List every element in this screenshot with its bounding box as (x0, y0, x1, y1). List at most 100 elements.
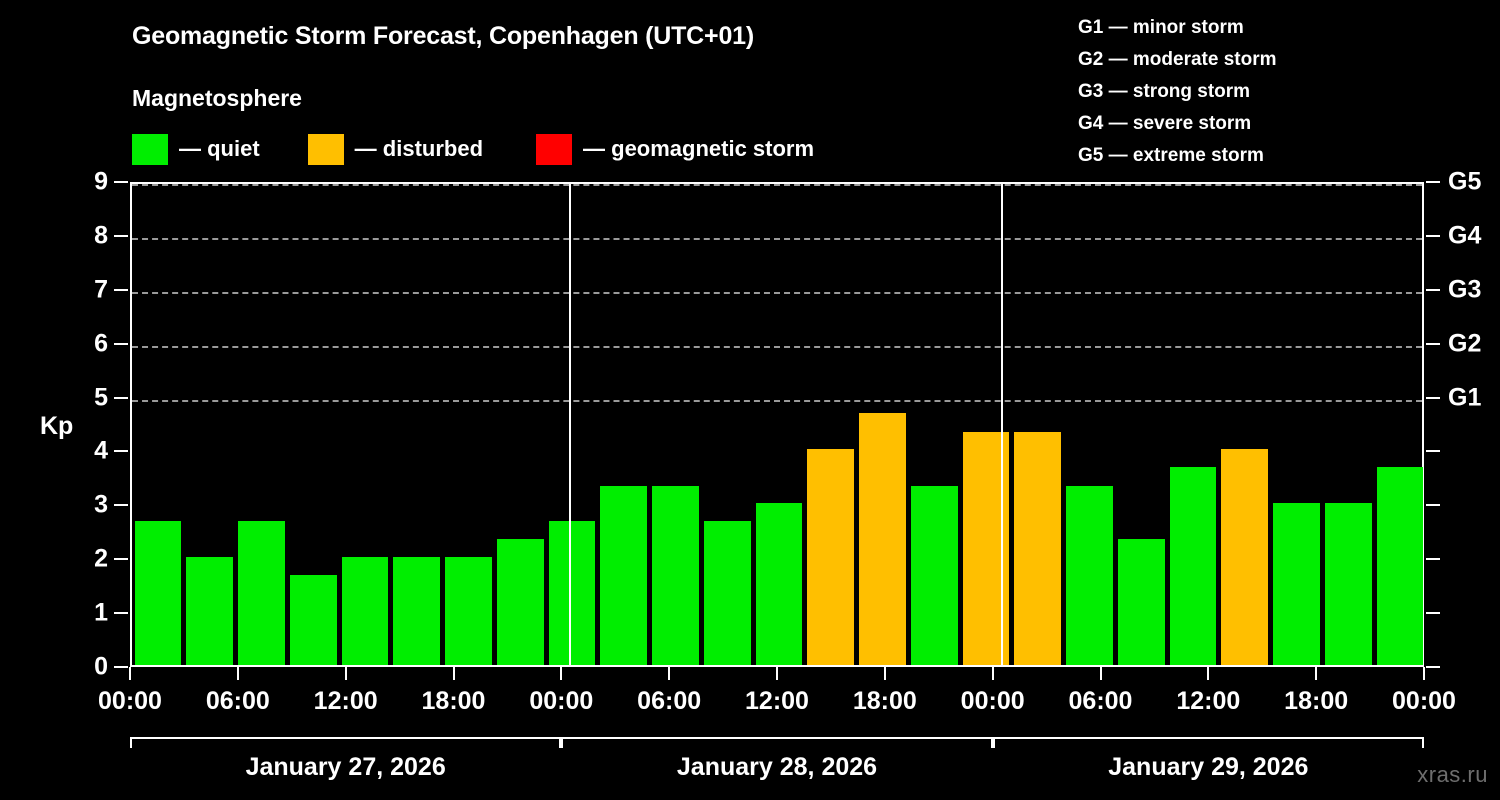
bar (910, 485, 958, 665)
bar (134, 521, 182, 665)
bar (1221, 449, 1269, 665)
right-tick-mark-kp-5 (1426, 396, 1440, 399)
bar (186, 557, 233, 665)
x-tick-label-8: 00:00 (960, 687, 1025, 715)
x-tick-label-11: 18:00 (1284, 687, 1349, 715)
bar (1066, 485, 1113, 665)
y-tick-label-5: 5 (94, 383, 108, 412)
y-tick-mark-8 (114, 234, 128, 237)
g-scale-item-g2: G2 — moderate storm (1078, 49, 1277, 70)
right-tick-mark-kp-3 (1426, 504, 1440, 507)
x-tick-mark-5 (668, 667, 671, 680)
gridline-kp-8 (132, 237, 1422, 240)
bar (393, 557, 441, 665)
x-tick-label-5: 06:00 (637, 687, 702, 715)
x-tick-label-1: 06:00 (205, 687, 270, 715)
magnetosphere-subtitle: Magnetosphere (132, 85, 302, 111)
y-tick-mark-6 (114, 342, 128, 345)
date-label-3: January 29, 2026 (1108, 753, 1309, 781)
bar (1324, 503, 1372, 665)
x-tick-mark-6 (776, 667, 778, 680)
gridline-kp-9 (132, 184, 1422, 186)
x-tick-label-0: 00:00 (98, 687, 162, 715)
x-tick-mark-9 (1099, 667, 1102, 680)
x-tick-label-10: 12:00 (1176, 687, 1241, 715)
day-separator-2 (1001, 184, 1003, 665)
bar (445, 557, 492, 665)
g-tick-label-g4: G4 (1448, 221, 1482, 250)
right-tick-mark-kp-0 (1426, 666, 1440, 668)
y-tick-label-3: 3 (94, 490, 108, 519)
y-tick-mark-2 (114, 558, 128, 561)
g-scale-item-g5: G5 — extreme storm (1078, 145, 1264, 166)
x-tick-mark-0 (129, 667, 131, 680)
storm-swatch-icon (536, 133, 573, 165)
date-bracket-3 (992, 737, 1424, 748)
g-scale-item-g1: G1 — minor storm (1078, 17, 1244, 38)
bar (859, 413, 906, 665)
right-tick-mark-kp-7 (1426, 288, 1440, 291)
x-tick-mark-4 (560, 667, 563, 680)
y-tick-label-6: 6 (94, 329, 108, 358)
x-tick-mark-7 (883, 667, 886, 680)
day-separator-1 (569, 184, 571, 665)
y-tick-label-1: 1 (94, 598, 108, 627)
y-tick-mark-1 (114, 612, 128, 615)
x-tick-label-6: 12:00 (745, 687, 809, 715)
x-tick-mark-12 (1423, 667, 1425, 680)
bar (548, 521, 596, 665)
y-tick-label-2: 2 (94, 544, 108, 573)
bar (755, 503, 803, 665)
color-legend: — quiet — disturbed — geomagnetic storm (132, 133, 814, 165)
right-tick-mark-kp-9 (1426, 181, 1440, 183)
g-scale-legend: G1 — minor storm G2 — moderate storm G3 … (1078, 12, 1277, 172)
y-tick-label-8: 8 (94, 221, 108, 250)
x-tick-label-7: 18:00 (852, 687, 917, 715)
legend-item-storm: — geomagnetic storm (536, 133, 814, 165)
x-tick-label-3: 18:00 (421, 687, 486, 715)
x-tick-label-9: 06:00 (1068, 687, 1133, 715)
x-tick-mark-3 (452, 667, 455, 680)
bar (1273, 503, 1320, 665)
legend-item-quiet: — quiet (132, 133, 260, 165)
right-tick-mark-kp-8 (1426, 234, 1440, 237)
bar (807, 449, 855, 665)
legend-label-quiet: — quiet (179, 136, 260, 161)
bar (652, 485, 699, 665)
y-tick-mark-7 (114, 288, 128, 291)
watermark: xras.ru (1417, 762, 1488, 787)
date-label-2: January 28, 2026 (676, 753, 878, 781)
g-tick-label-g3: G3 (1448, 275, 1482, 304)
x-tick-mark-10 (1207, 667, 1210, 680)
disturbed-swatch-icon (307, 133, 344, 165)
y-tick-label-7: 7 (94, 275, 108, 304)
right-tick-mark-kp-6 (1426, 342, 1440, 345)
date-bracket-1 (130, 737, 562, 748)
x-tick-label-12: 00:00 (1392, 687, 1456, 715)
date-bracket-2 (561, 737, 993, 748)
date-label-1: January 27, 2026 (245, 753, 446, 781)
y-tick-mark-4 (114, 450, 128, 453)
bar (238, 521, 285, 665)
bar (600, 485, 648, 665)
bar (1117, 539, 1165, 665)
legend-item-disturbed: — disturbed (307, 133, 483, 165)
y-tick-label-4: 4 (94, 436, 108, 465)
x-tick-label-4: 00:00 (529, 687, 594, 715)
bar (496, 539, 544, 665)
bar (1169, 467, 1217, 665)
y-tick-mark-9 (114, 181, 128, 183)
x-tick-mark-1 (236, 667, 239, 680)
bar (1376, 467, 1424, 665)
quiet-swatch-icon (132, 133, 168, 165)
y-axis-title: Kp (40, 412, 74, 440)
g-scale-item-g3: G3 — strong storm (1078, 81, 1251, 102)
y-tick-label-9: 9 (94, 167, 108, 196)
right-tick-mark-kp-2 (1426, 558, 1440, 561)
g-tick-label-g1: G1 (1448, 383, 1482, 412)
right-tick-mark-kp-4 (1426, 450, 1440, 453)
g-tick-label-g2: G2 (1448, 329, 1482, 358)
x-tick-label-2: 12:00 (313, 687, 378, 715)
y-tick-label-0: 0 (94, 652, 108, 681)
